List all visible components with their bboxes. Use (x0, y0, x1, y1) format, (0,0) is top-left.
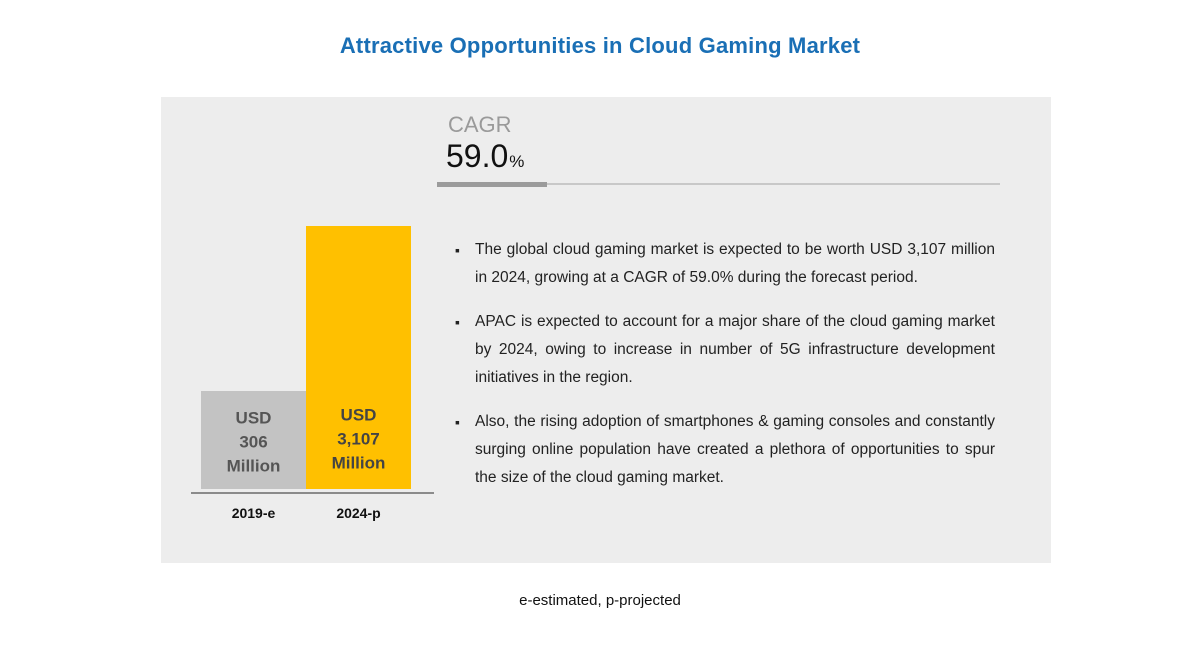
bar-value-label: USD (236, 408, 272, 427)
bullet-text: Also, the rising adoption of smartphones… (475, 413, 995, 486)
bullet-item: ▪ APAC is expected to account for a major… (455, 308, 995, 392)
bullet-list: ▪ The global cloud gaming market is expec… (455, 236, 995, 508)
bar (201, 391, 306, 489)
page-title: Attractive Opportunities in Cloud Gaming… (339, 33, 861, 58)
bar (306, 226, 411, 489)
bar-value-label: Million (332, 453, 386, 472)
bullet-item: ▪ The global cloud gaming market is expec… (455, 236, 995, 292)
x-tick-label: 2024-p (336, 505, 380, 521)
bar-value-label: 306 (239, 432, 267, 451)
bullet-text: APAC is expected to account for a major … (475, 313, 995, 386)
bullet-item: ▪ Also, the rising adoption of smartphone… (455, 408, 995, 492)
bullet-icon: ▪ (455, 242, 460, 258)
bullet-text: The global cloud gaming market is expect… (475, 241, 995, 286)
cagr-unit: % (509, 152, 525, 171)
bar-value-label: Million (227, 456, 281, 475)
bar-value-label: 3,107 (337, 429, 380, 448)
cagr-divider (437, 183, 1000, 185)
footnote: e-estimated, p-projected (519, 592, 681, 609)
cagr-divider-accent (437, 182, 547, 187)
cagr-value: 59.0 (446, 138, 509, 174)
cagr-label: CAGR (448, 112, 512, 137)
bullet-icon: ▪ (455, 314, 460, 330)
bar-value-label: USD (341, 405, 377, 424)
x-tick-label: 2019-e (232, 505, 276, 521)
cagr-value-group: 59.0% (446, 138, 524, 175)
bullet-icon: ▪ (455, 414, 460, 430)
